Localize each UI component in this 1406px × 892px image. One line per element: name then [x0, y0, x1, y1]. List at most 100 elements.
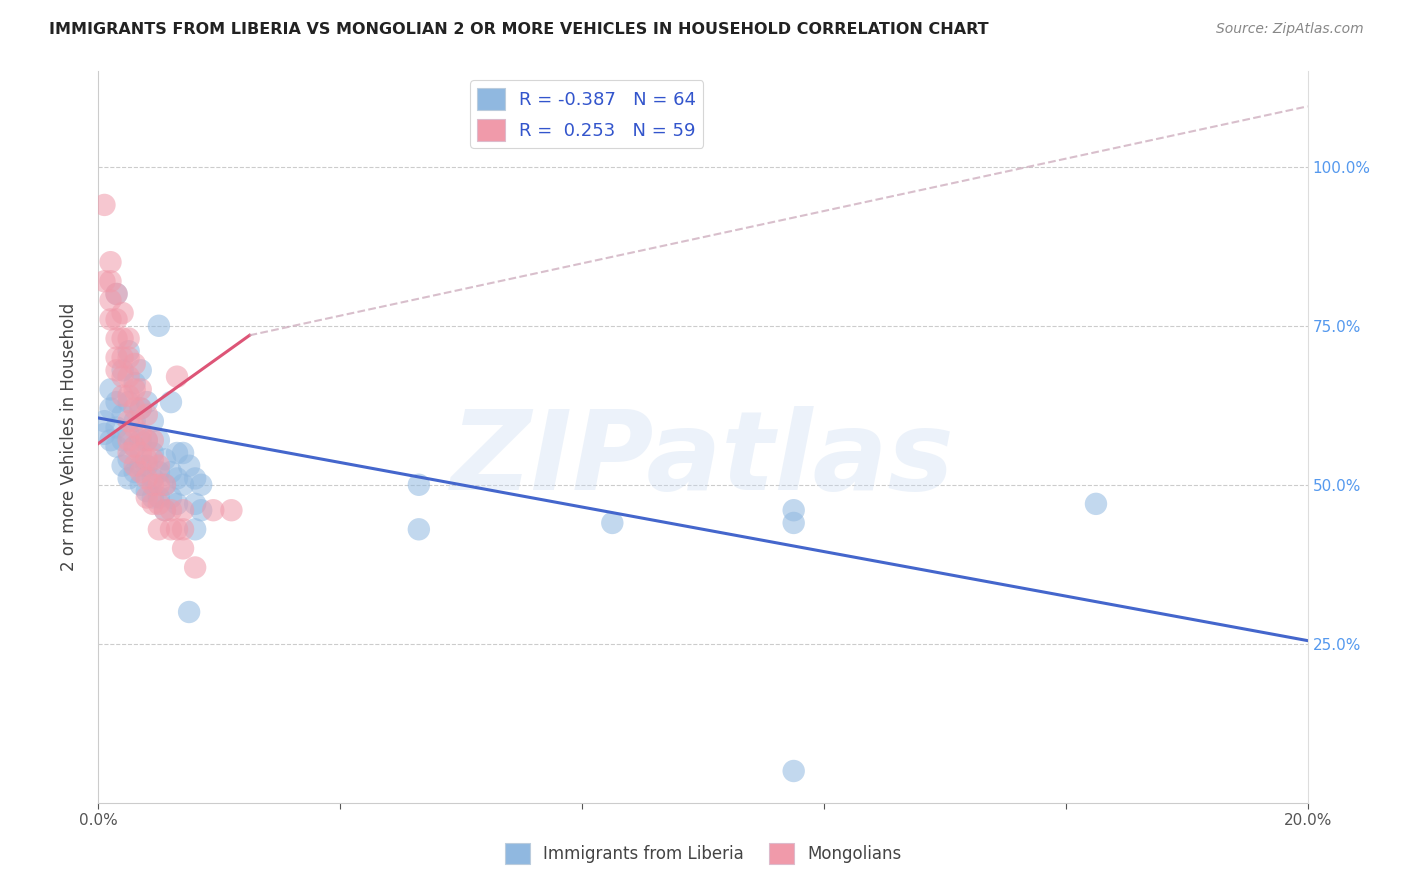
Point — [135, 408, 157, 422]
Point — [142, 477, 165, 491]
Point — [142, 491, 165, 505]
Point — [148, 465, 170, 479]
Point — [221, 503, 243, 517]
Point — [118, 389, 141, 403]
Point — [105, 395, 128, 409]
Point — [118, 434, 141, 448]
Point — [129, 363, 152, 377]
Point — [135, 458, 157, 473]
Point — [118, 351, 141, 365]
Point — [148, 477, 170, 491]
Point — [135, 434, 157, 448]
Point — [129, 401, 152, 416]
Text: IMMIGRANTS FROM LIBERIA VS MONGOLIAN 2 OR MORE VEHICLES IN HOUSEHOLD CORRELATION: IMMIGRANTS FROM LIBERIA VS MONGOLIAN 2 O… — [49, 22, 988, 37]
Point — [100, 293, 122, 308]
Point — [111, 458, 134, 473]
Point — [118, 426, 141, 441]
Point — [124, 440, 146, 454]
Point — [124, 465, 146, 479]
Point — [184, 497, 207, 511]
Point — [153, 503, 176, 517]
Point — [100, 434, 122, 448]
Point — [129, 465, 152, 479]
Point — [160, 395, 183, 409]
Point — [105, 363, 128, 377]
Point — [160, 522, 183, 536]
Point — [124, 383, 146, 397]
Point — [148, 458, 170, 473]
Point — [129, 446, 152, 460]
Point — [111, 306, 134, 320]
Point — [124, 401, 146, 416]
Point — [142, 471, 165, 485]
Point — [142, 497, 165, 511]
Point — [160, 465, 183, 479]
Point — [129, 434, 152, 448]
Point — [135, 434, 157, 448]
Point — [602, 516, 624, 530]
Point — [93, 426, 115, 441]
Text: ZIPatlas: ZIPatlas — [451, 406, 955, 513]
Point — [179, 458, 201, 473]
Point — [166, 497, 188, 511]
Point — [179, 605, 201, 619]
Point — [124, 414, 146, 428]
Point — [166, 471, 188, 485]
Point — [129, 383, 152, 397]
Point — [190, 477, 212, 491]
Point — [172, 477, 194, 491]
Point — [153, 503, 176, 517]
Point — [135, 452, 157, 467]
Point — [93, 414, 115, 428]
Point — [111, 351, 134, 365]
Point — [105, 351, 128, 365]
Point — [408, 522, 430, 536]
Point — [111, 363, 134, 377]
Point — [129, 458, 152, 473]
Point — [118, 414, 141, 428]
Point — [118, 331, 141, 345]
Point — [111, 389, 134, 403]
Point — [118, 344, 141, 359]
Point — [153, 452, 176, 467]
Point — [172, 541, 194, 556]
Point — [105, 331, 128, 345]
Text: Source: ZipAtlas.com: Source: ZipAtlas.com — [1216, 22, 1364, 37]
Point — [129, 401, 152, 416]
Legend: R = -0.387   N = 64, R =  0.253   N = 59: R = -0.387 N = 64, R = 0.253 N = 59 — [470, 80, 703, 148]
Point — [148, 434, 170, 448]
Point — [160, 491, 183, 505]
Point — [142, 446, 165, 460]
Point — [202, 503, 225, 517]
Point — [111, 369, 134, 384]
Point — [142, 452, 165, 467]
Point — [100, 312, 122, 326]
Point — [124, 357, 146, 371]
Point — [129, 426, 152, 441]
Point — [129, 477, 152, 491]
Point — [783, 503, 806, 517]
Point — [172, 446, 194, 460]
Point — [148, 497, 170, 511]
Point — [124, 458, 146, 473]
Point — [783, 764, 806, 778]
Point — [190, 503, 212, 517]
Legend: Immigrants from Liberia, Mongolians: Immigrants from Liberia, Mongolians — [498, 837, 908, 871]
Point — [118, 452, 141, 467]
Point — [166, 369, 188, 384]
Point — [783, 516, 806, 530]
Point — [118, 446, 141, 460]
Point — [100, 255, 122, 269]
Point — [135, 471, 157, 485]
Point — [148, 318, 170, 333]
Point — [135, 491, 157, 505]
Point — [100, 383, 122, 397]
Point — [118, 395, 141, 409]
Point — [408, 477, 430, 491]
Point — [142, 414, 165, 428]
Point — [172, 503, 194, 517]
Point — [93, 198, 115, 212]
Point — [184, 471, 207, 485]
Point — [124, 440, 146, 454]
Point — [105, 440, 128, 454]
